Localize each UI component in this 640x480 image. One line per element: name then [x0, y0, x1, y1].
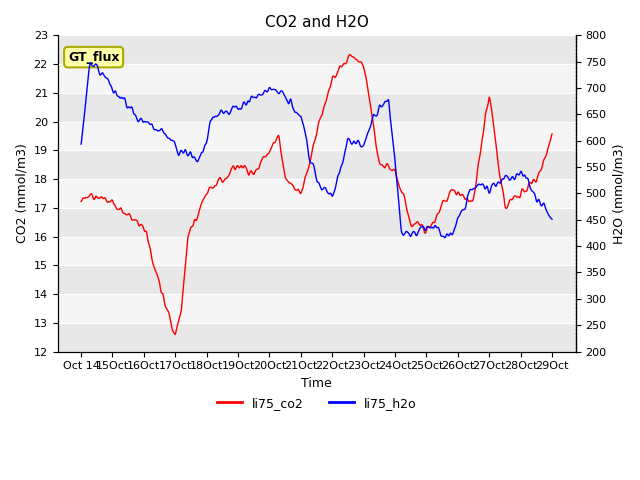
Y-axis label: H2O (mmol/m3): H2O (mmol/m3) — [612, 143, 625, 244]
li75_co2 — [114, 206, 122, 212]
li75_h2o — [548, 216, 556, 222]
li75_h2o — [346, 136, 353, 142]
Bar — [58, 150, 575, 179]
li75_co2 — [346, 52, 353, 58]
X-axis label: Time: Time — [301, 377, 332, 390]
Y-axis label: CO2 (mmol/m3): CO2 (mmol/m3) — [15, 144, 28, 243]
li75_co2 — [287, 180, 295, 186]
Text: GT_flux: GT_flux — [68, 50, 120, 64]
li75_co2 — [548, 131, 556, 137]
li75_co2 — [77, 199, 85, 204]
Legend: li75_co2, li75_h2o: li75_co2, li75_h2o — [212, 392, 421, 415]
Bar — [58, 208, 575, 237]
li75_h2o — [277, 88, 285, 94]
li75_co2 — [346, 52, 353, 58]
Line: li75_h2o: li75_h2o — [81, 62, 552, 238]
li75_h2o — [86, 60, 94, 65]
li75_co2 — [277, 151, 285, 156]
Bar — [58, 265, 575, 294]
li75_h2o — [296, 113, 303, 119]
li75_h2o — [441, 235, 449, 240]
Title: CO2 and H2O: CO2 and H2O — [264, 15, 369, 30]
li75_co2 — [133, 217, 141, 223]
Bar — [58, 36, 575, 64]
Line: li75_co2: li75_co2 — [81, 55, 552, 335]
Bar — [58, 93, 575, 121]
li75_h2o — [77, 141, 85, 147]
li75_h2o — [287, 97, 295, 103]
Bar — [58, 323, 575, 351]
li75_h2o — [133, 117, 141, 122]
li75_co2 — [296, 189, 303, 195]
li75_h2o — [114, 93, 122, 99]
li75_co2 — [171, 332, 179, 337]
